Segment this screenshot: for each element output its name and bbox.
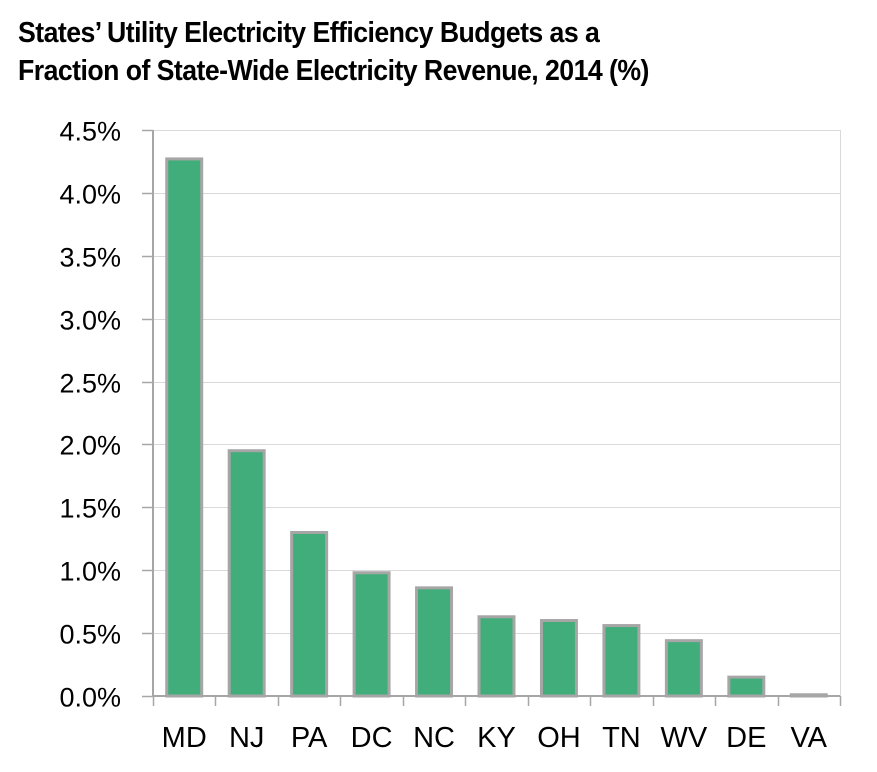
bar-oh xyxy=(539,619,578,698)
y-tick-label: 0.5% xyxy=(59,620,121,650)
bar-nj xyxy=(227,449,266,698)
y-tick-label: 1.0% xyxy=(59,557,121,587)
bar-ky xyxy=(477,615,516,698)
x-tick-label: NJ xyxy=(229,722,264,754)
x-tick-label: DE xyxy=(726,722,766,754)
x-tick-label: PA xyxy=(291,722,328,754)
y-tick-label: 2.0% xyxy=(59,431,121,461)
bar-nc xyxy=(415,586,454,698)
y-tick-label: 0.0% xyxy=(59,683,121,713)
x-tick-label: WV xyxy=(661,722,708,754)
y-tick-label: 2.5% xyxy=(59,369,121,399)
gridlines xyxy=(153,130,841,696)
bar-de xyxy=(727,675,766,698)
x-tick-label: KY xyxy=(477,722,516,754)
axes xyxy=(142,129,842,706)
y-tick-label: 3.0% xyxy=(59,306,121,336)
bar-dc xyxy=(352,571,391,698)
y-tick-label: 4.0% xyxy=(59,180,121,210)
x-axis-tick-labels: MD NJ PA DC NC KY OH TN WV DE VA xyxy=(162,722,828,754)
x-tick-label: TN xyxy=(602,722,641,754)
bars xyxy=(165,157,828,698)
bar-pa xyxy=(290,530,329,698)
y-tick-label: 4.5% xyxy=(59,117,121,147)
y-tick-label: 3.5% xyxy=(59,243,121,273)
x-tick-label: OH xyxy=(537,722,581,754)
chart-title-line-1: States’ Utility Electricity Efficiency B… xyxy=(18,17,600,49)
x-tick-label: DC xyxy=(351,722,393,754)
chart-title-line-2: Fraction of State-Wide Electricity Reven… xyxy=(18,55,649,87)
bar-wv xyxy=(664,639,703,698)
x-tick-label: MD xyxy=(162,722,207,754)
y-tick-label: 1.5% xyxy=(59,494,121,524)
y-axis-tick-labels: 0.0% 0.5% 1.0% 1.5% 2.0% 2.5% 3.0% 3.5% 4.0% 4.5% xyxy=(59,117,121,713)
chart-title: States’ Utility Electricity Efficiency B… xyxy=(18,14,649,90)
bar-md xyxy=(165,157,204,698)
bar-tn xyxy=(602,624,641,698)
x-tick-label: NC xyxy=(413,722,455,754)
x-tick-label: VA xyxy=(790,722,827,754)
